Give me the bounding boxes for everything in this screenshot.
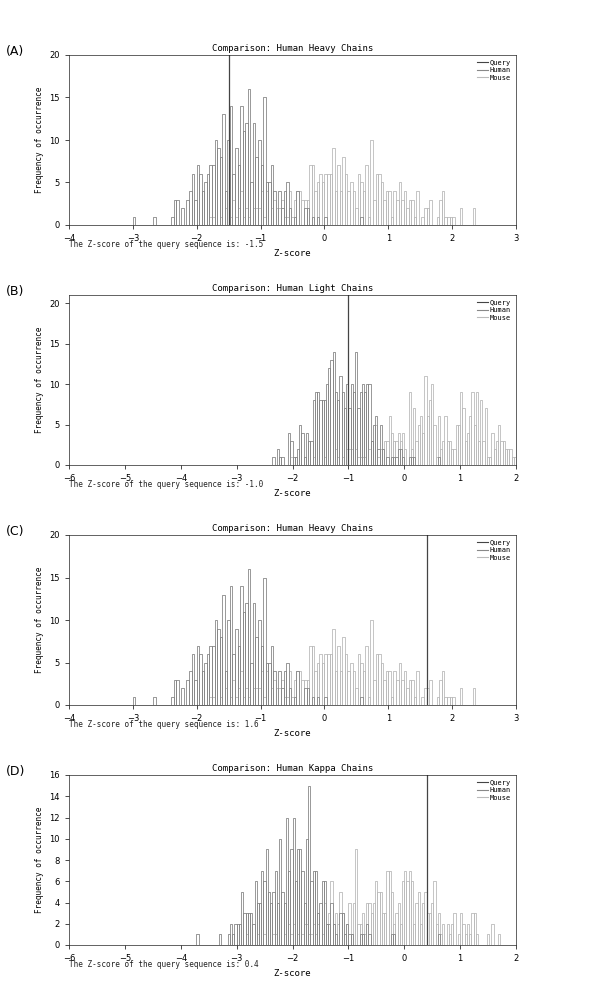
Title: Comparison: Human Light Chains: Comparison: Human Light Chains xyxy=(212,284,373,293)
Y-axis label: Frequency of occurrence: Frequency of occurrence xyxy=(35,567,44,673)
X-axis label: Z-score: Z-score xyxy=(274,729,311,738)
Text: The Z-score of the query sequence is: -1.0: The Z-score of the query sequence is: -1… xyxy=(69,480,263,489)
Title: Comparison: Human Heavy Chains: Comparison: Human Heavy Chains xyxy=(212,524,373,533)
Title: Comparison: Human Heavy Chains: Comparison: Human Heavy Chains xyxy=(212,44,373,53)
Text: (B): (B) xyxy=(6,285,25,298)
Text: (A): (A) xyxy=(6,45,24,58)
Text: The Z-score of the query sequence is: 1.6: The Z-score of the query sequence is: 1.… xyxy=(69,720,259,729)
Y-axis label: Frequency of occurrence: Frequency of occurrence xyxy=(35,807,44,913)
Title: Comparison: Human Kappa Chains: Comparison: Human Kappa Chains xyxy=(212,764,373,773)
Text: (D): (D) xyxy=(6,765,25,778)
Text: The Z-score of the query sequence is: 0.4: The Z-score of the query sequence is: 0.… xyxy=(69,960,259,969)
X-axis label: Z-score: Z-score xyxy=(274,249,311,258)
Legend: Query, Human, Mouse: Query, Human, Mouse xyxy=(475,777,514,803)
X-axis label: Z-score: Z-score xyxy=(274,969,311,978)
Legend: Query, Human, Mouse: Query, Human, Mouse xyxy=(475,537,514,563)
Text: (C): (C) xyxy=(6,525,25,538)
Y-axis label: Frequency of occurrence: Frequency of occurrence xyxy=(35,87,44,193)
Legend: Query, Human, Mouse: Query, Human, Mouse xyxy=(475,297,514,323)
Y-axis label: Frequency of occurrence: Frequency of occurrence xyxy=(35,327,44,433)
Legend: Query, Human, Mouse: Query, Human, Mouse xyxy=(475,57,514,83)
Text: The Z-score of the query sequence is: -1.5: The Z-score of the query sequence is: -1… xyxy=(69,240,263,249)
X-axis label: Z-score: Z-score xyxy=(274,489,311,498)
